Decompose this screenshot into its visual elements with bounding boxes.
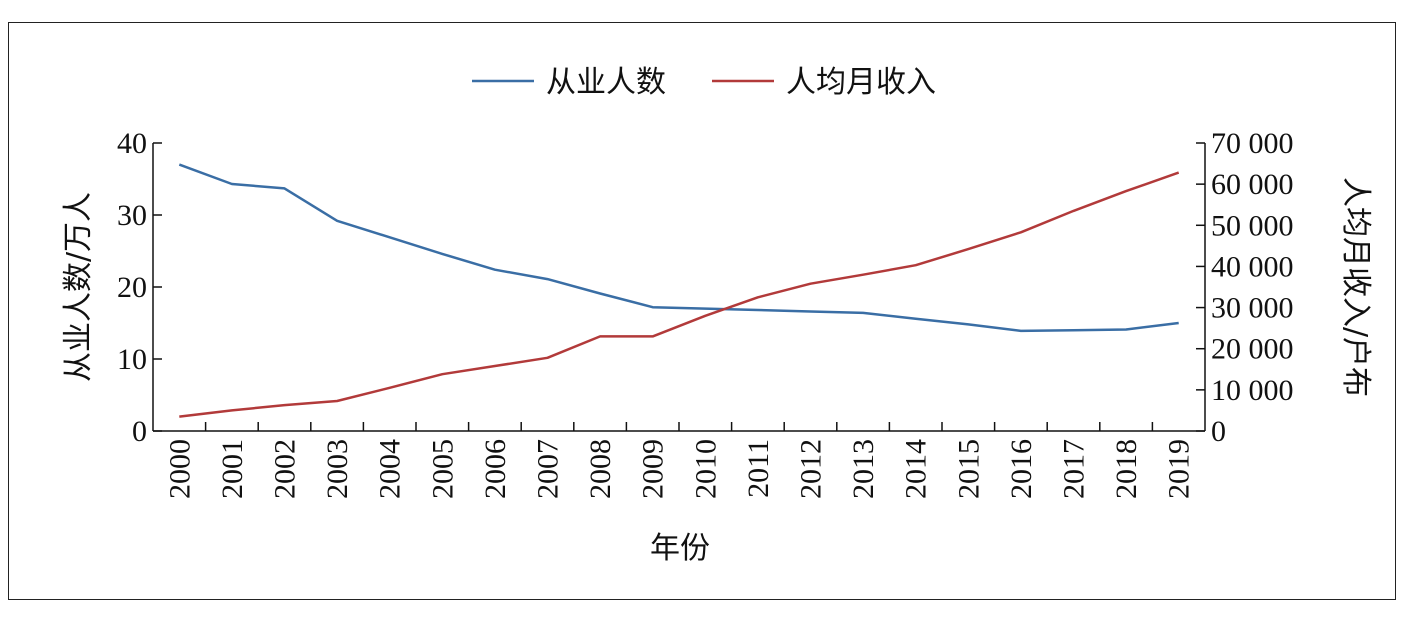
- x-tick-label: 2001: [216, 439, 249, 499]
- x-tick-label: 2005: [426, 439, 459, 499]
- y-left-tick-label: 10: [117, 343, 147, 376]
- y-right-tick-label: 0: [1211, 415, 1226, 448]
- axes: 0 10 20 30 40 0 10 000 20 000 30 000 40 000 50 000…: [117, 127, 1294, 499]
- x-tick-label: 2016: [1005, 439, 1038, 499]
- x-tick-label: 2013: [847, 439, 880, 499]
- x-tick-label: 2012: [795, 439, 828, 499]
- y-left-tick-label: 30: [117, 199, 147, 232]
- y-right-tick-label: 30 000: [1211, 292, 1294, 325]
- y-left-tick-label: 0: [132, 415, 147, 448]
- x-tick-label: 2002: [269, 439, 302, 499]
- series-line-income: [179, 171, 1180, 418]
- y-axis-right-title: 人均月收入/户布: [1338, 177, 1373, 397]
- legend-label-income: 人均月收入: [786, 65, 936, 100]
- x-tick-label: 2008: [584, 439, 617, 499]
- x-tick-label: 2000: [163, 439, 196, 499]
- x-tick-label: 2003: [321, 439, 354, 499]
- y-left-tick-label: 20: [117, 271, 147, 304]
- x-tick-label: 2018: [1110, 439, 1143, 499]
- x-tick-label: 2014: [900, 439, 933, 499]
- x-tick-label: 2015: [952, 439, 985, 499]
- x-tick-label: 2019: [1163, 439, 1196, 499]
- x-tick-label: 2011: [742, 439, 775, 498]
- y-right-tick-label: 40 000: [1211, 250, 1294, 283]
- x-tick-label: 2010: [689, 439, 722, 499]
- x-tick-label: 2009: [637, 439, 670, 499]
- legend: 从业人数 人均月收入: [472, 65, 936, 100]
- chart-frame: [8, 22, 1396, 600]
- x-tick-label: 2017: [1058, 439, 1091, 499]
- y-left-tick-label: 40: [117, 127, 147, 160]
- legend-label-employees: 从业人数: [546, 65, 666, 100]
- series-line-employees: [178, 163, 1179, 333]
- y-right-tick-label: 70 000: [1211, 127, 1294, 160]
- y-right-tick-label: 10 000: [1211, 374, 1294, 407]
- series-layer: [178, 163, 1180, 418]
- x-tick-label: 2006: [479, 439, 512, 499]
- y-right-tick-label: 60 000: [1211, 168, 1294, 201]
- x-tick-label: 2007: [532, 439, 565, 499]
- x-axis-title: 年份: [650, 531, 710, 566]
- y-right-tick-label: 50 000: [1211, 209, 1294, 242]
- y-right-tick-label: 20 000: [1211, 333, 1294, 366]
- x-tick-label: 2004: [374, 439, 407, 499]
- y-axis-left-title: 从业人数/万人: [61, 192, 96, 382]
